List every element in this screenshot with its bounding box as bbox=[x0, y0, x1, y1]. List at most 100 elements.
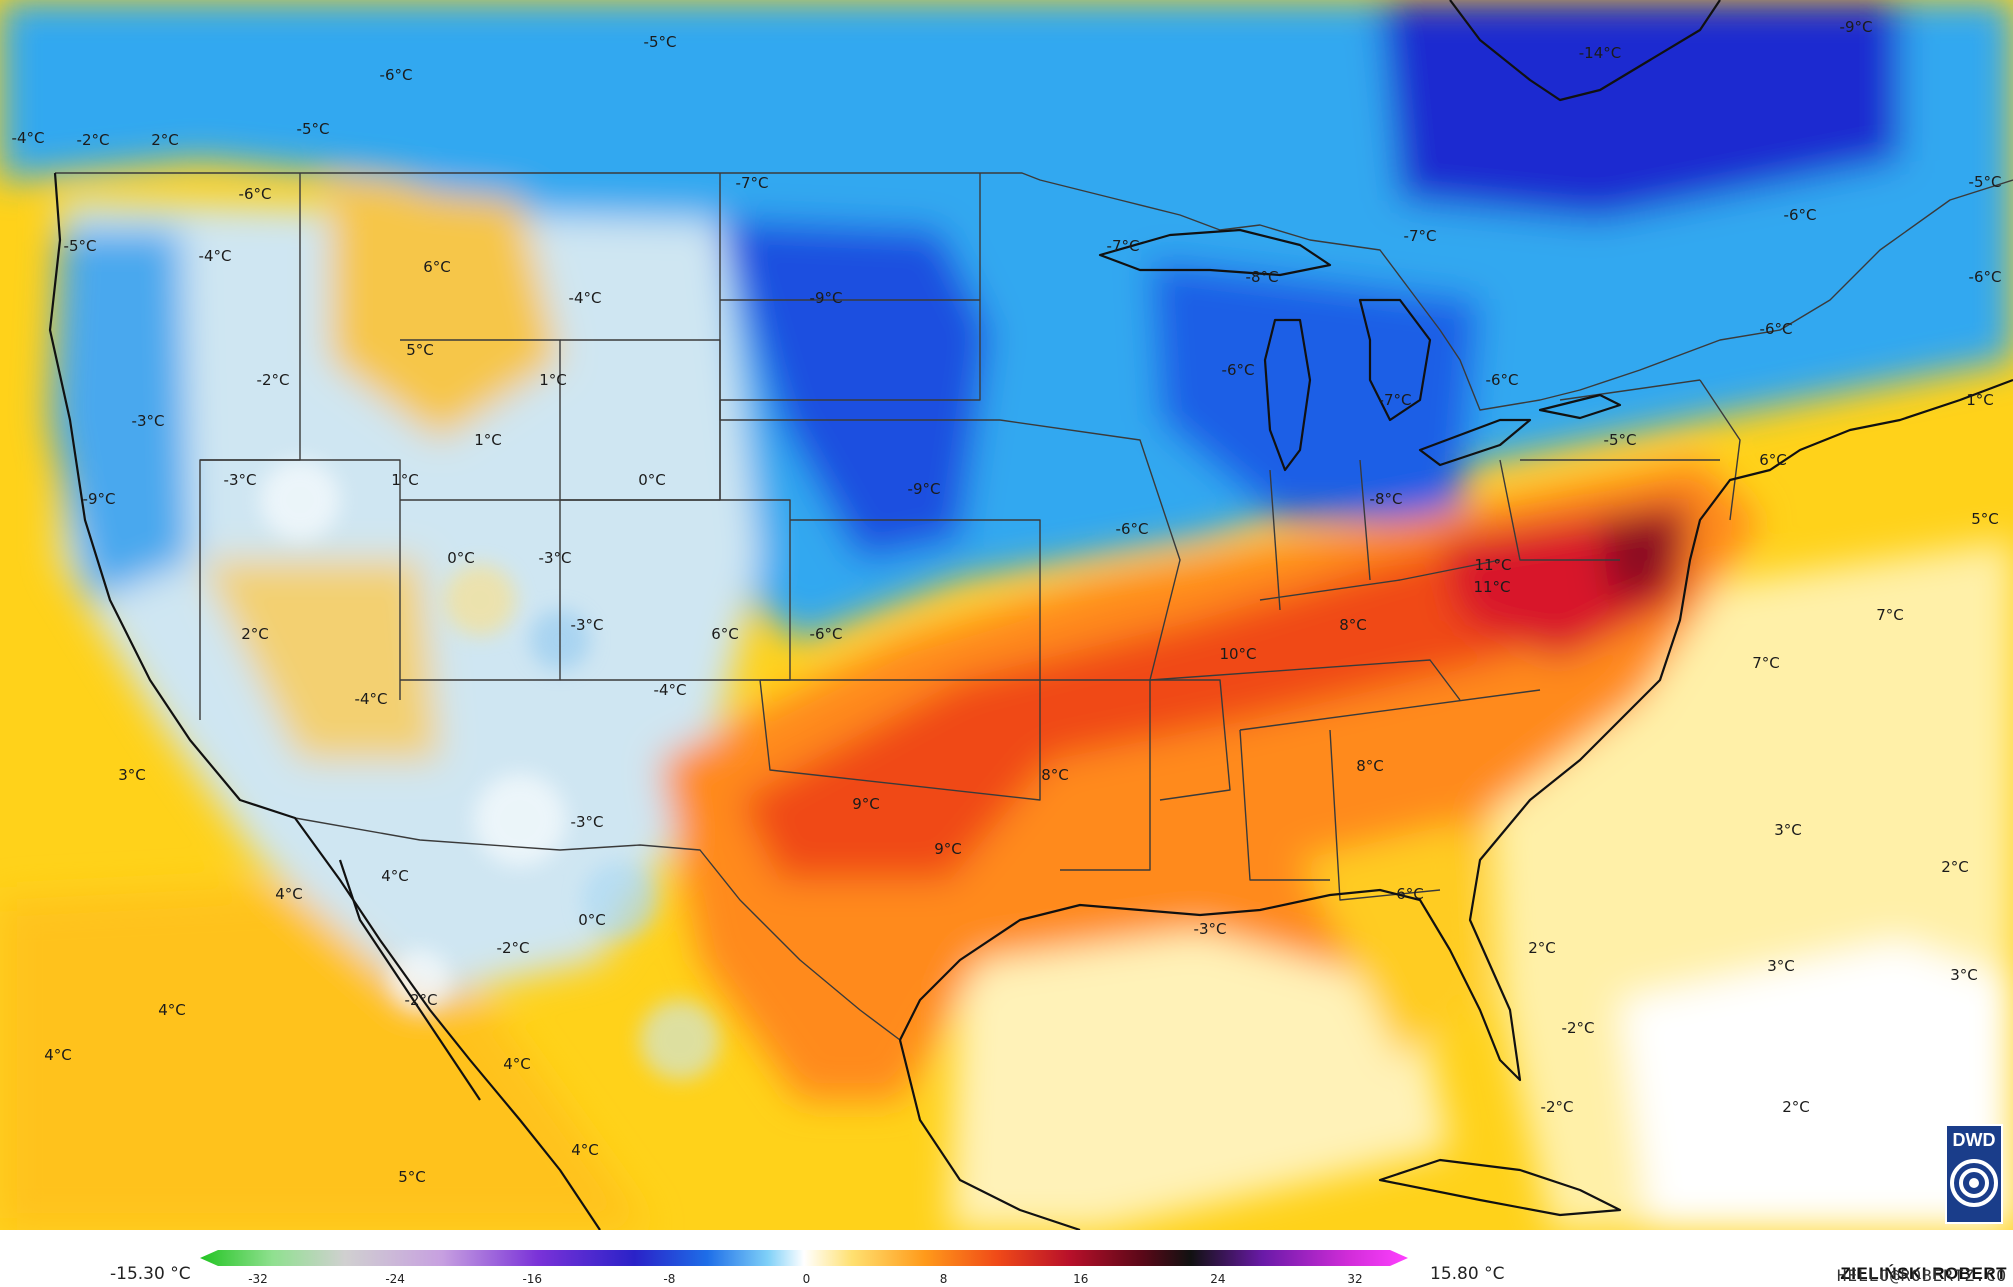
temperature-label: -4°C bbox=[653, 681, 687, 699]
temperature-label: 8°C bbox=[1356, 757, 1384, 775]
gulf-coastline bbox=[899, 378, 2013, 1082]
temperature-label: 2°C bbox=[1782, 1098, 1810, 1116]
state-line bbox=[720, 299, 981, 401]
mixed-speckle bbox=[640, 1000, 720, 1080]
temperature-label: 6°C bbox=[423, 258, 451, 276]
us-canada-border bbox=[55, 172, 2013, 411]
temperature-label: 7°C bbox=[1752, 654, 1780, 672]
warm-belt-red bbox=[740, 500, 1690, 880]
temperature-label: 4°C bbox=[275, 885, 303, 903]
dwd-logo: DWD bbox=[1945, 1124, 2003, 1224]
temperature-label: 5°C bbox=[406, 341, 434, 359]
temperature-label: -3°C bbox=[223, 471, 257, 489]
temperature-label: -2°C bbox=[404, 991, 438, 1009]
temperature-label: 2°C bbox=[151, 131, 179, 149]
lake-erie bbox=[1418, 418, 1532, 467]
dwd-logo-text: DWD bbox=[1952, 1130, 1996, 1150]
temperature-label: -5°C bbox=[1968, 173, 2002, 191]
temperature-label: -5°C bbox=[1603, 431, 1637, 449]
temperature-label: -3°C bbox=[538, 549, 572, 567]
hudson-bay-shore bbox=[1449, 0, 1721, 102]
legend-tick-label: 8 bbox=[939, 1272, 948, 1286]
state-line bbox=[1359, 459, 1371, 581]
temperature-label: -9°C bbox=[1839, 18, 1873, 36]
temperature-label: -8°C bbox=[1245, 268, 1279, 286]
temperature-label: 4°C bbox=[503, 1055, 531, 1073]
temperature-label: 3°C bbox=[1767, 957, 1795, 975]
temperature-label: 3°C bbox=[118, 766, 146, 784]
legend-tick-label: 24 bbox=[1210, 1272, 1226, 1286]
mixed-speckle bbox=[582, 862, 658, 938]
temperature-label: -9°C bbox=[907, 480, 941, 498]
temperature-label: -5°C bbox=[63, 237, 97, 255]
legend-area bbox=[0, 1230, 2013, 1287]
state-line bbox=[1150, 679, 1231, 801]
temperature-label: -3°C bbox=[131, 412, 165, 430]
temperature-label: -6°C bbox=[238, 185, 272, 203]
temperature-label: 2°C bbox=[1941, 858, 1969, 876]
state-line bbox=[1239, 689, 1541, 731]
temperature-label: -6°C bbox=[1968, 268, 2002, 286]
state-line bbox=[790, 519, 1041, 680]
state-line bbox=[1499, 459, 1620, 561]
atlantic-white-zone bbox=[1620, 940, 2013, 1230]
state-line bbox=[1559, 379, 1701, 401]
temperature-label: 4°C bbox=[571, 1141, 599, 1159]
legend-tick-label: -16 bbox=[522, 1272, 543, 1286]
temperature-label: 3°C bbox=[1774, 821, 1802, 839]
temperature-label: 4°C bbox=[44, 1046, 72, 1064]
temperature-label: -6°C bbox=[379, 66, 413, 84]
temperature-label: -2°C bbox=[496, 939, 530, 957]
temperature-label: 3°C bbox=[1950, 966, 1978, 984]
mixed-speckle bbox=[260, 460, 340, 540]
state-line bbox=[200, 459, 401, 700]
southeast-yellow bbox=[1300, 820, 1480, 1060]
state-line bbox=[560, 173, 791, 681]
temperature-label: 8°C bbox=[1339, 616, 1367, 634]
temperature-label: -6°C bbox=[1221, 361, 1255, 379]
legend-min-value: -15.30 °C bbox=[110, 1264, 191, 1284]
temperature-label: 11°C bbox=[1474, 556, 1512, 574]
temperature-label: -5°C bbox=[643, 33, 677, 51]
warm-core-dark bbox=[1600, 510, 1690, 600]
lake-ontario bbox=[1538, 393, 1622, 420]
temperature-label: -4°C bbox=[354, 690, 388, 708]
temperature-label: -7°C bbox=[1403, 227, 1437, 245]
plains-deep-blue bbox=[720, 220, 990, 560]
temperature-label: 4°C bbox=[381, 867, 409, 885]
temperature-label: -14°C bbox=[1578, 44, 1622, 62]
cuba-coastline bbox=[1378, 1158, 1622, 1217]
temperature-label: 2°C bbox=[1528, 939, 1556, 957]
legend-tick-label: 16 bbox=[1073, 1272, 1089, 1286]
state-line bbox=[999, 419, 1181, 681]
temperature-label: 0°C bbox=[578, 911, 606, 929]
legend-max-value: 15.80 °C bbox=[1430, 1264, 1505, 1284]
legend-tick-label: -8 bbox=[663, 1272, 676, 1286]
map-canvas bbox=[0, 0, 2013, 1230]
temperature-label: 1°C bbox=[391, 471, 419, 489]
temperature-label: -6°C bbox=[1783, 206, 1817, 224]
yucatan-coastline bbox=[898, 1039, 1081, 1230]
temperature-label: 5°C bbox=[398, 1168, 426, 1186]
temperature-label: 11°C bbox=[1473, 578, 1511, 596]
temperature-label: -4°C bbox=[11, 129, 45, 147]
temperature-label: 0°C bbox=[447, 549, 475, 567]
state-line bbox=[719, 400, 1000, 421]
state-line bbox=[1259, 559, 1501, 601]
legend-colorbar-svg bbox=[200, 1250, 1408, 1266]
temperature-label: -6°C bbox=[1759, 320, 1793, 338]
temperature-label: -7°C bbox=[1106, 237, 1140, 255]
temperature-label: -4°C bbox=[198, 247, 232, 265]
temperature-label: 1°C bbox=[1966, 391, 1994, 409]
state-line bbox=[1149, 659, 1461, 701]
temperature-map: -5°C -6°C -14°C -9°C -4°C -2°C 2°C -5°C -6°C -7°C… bbox=[0, 0, 2013, 1230]
state-line bbox=[759, 679, 1041, 801]
state-line bbox=[1040, 679, 1151, 871]
temperature-label: 0°C bbox=[638, 471, 666, 489]
temperature-label: 6°C bbox=[711, 625, 739, 643]
temperature-label: -6°C bbox=[1115, 520, 1149, 538]
legend-tick-label: -32 bbox=[248, 1272, 268, 1286]
temperature-label: -2°C bbox=[1540, 1098, 1574, 1116]
us-mexico-border bbox=[294, 817, 901, 1041]
state-line bbox=[1329, 729, 1441, 901]
